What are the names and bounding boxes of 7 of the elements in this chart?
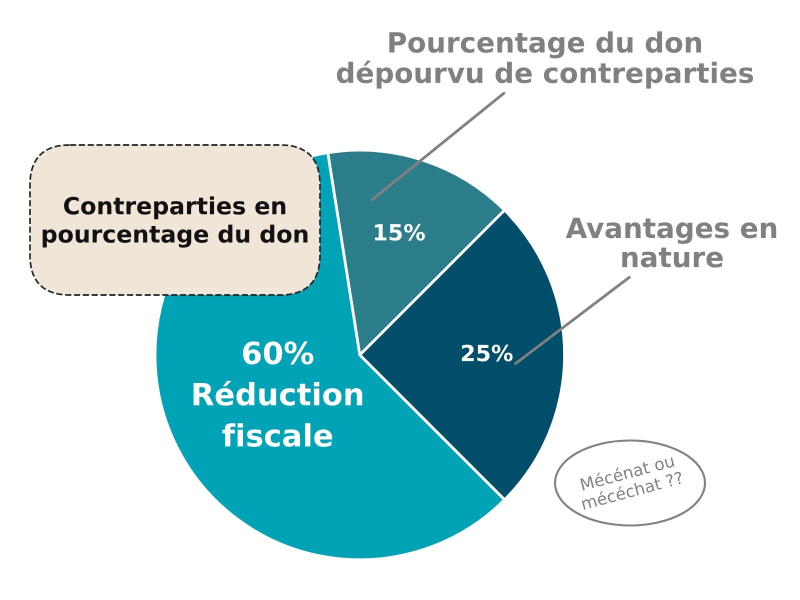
slice-label: Avantages en nature bbox=[566, 218, 776, 268]
data-label: 25% bbox=[462, 344, 513, 362]
slice-label: Réduction fiscale bbox=[194, 380, 362, 447]
data-label: 60% bbox=[243, 341, 314, 365]
slice-label: Pourcentage du don dépourvu de contreparties bbox=[336, 31, 754, 89]
text: Contreparties en pourcentage du don bbox=[42, 196, 308, 248]
data-label: 15% bbox=[374, 224, 425, 241]
